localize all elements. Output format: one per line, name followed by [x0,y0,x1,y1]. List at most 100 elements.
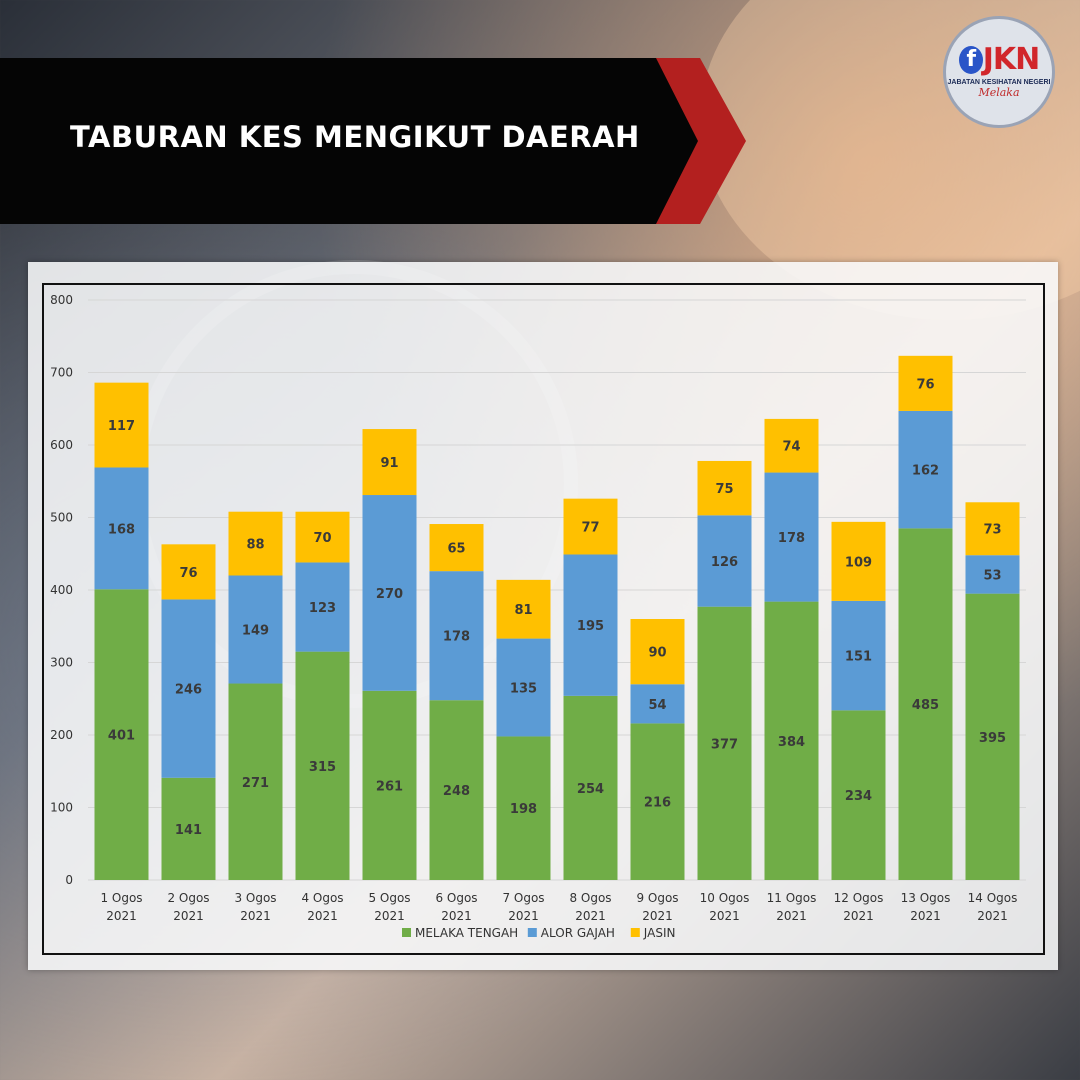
bar-segment [362,690,417,880]
legend-swatch [630,928,640,937]
data-label: 75 [715,482,733,497]
data-label: 395 [979,731,1006,746]
bar-segment [228,683,283,880]
legend-label: MELAKA TENGAH [415,926,518,940]
bar-segment [898,528,953,880]
x-tick-label: 2021 [776,909,807,923]
x-tick-label: 2021 [843,909,874,923]
bar-segment [630,619,685,685]
data-label: 254 [577,782,604,797]
bar-segment [630,684,685,724]
x-tick-label: 2021 [240,909,271,923]
chart-frame [42,283,1045,955]
bar-segment [831,710,886,880]
data-label: 248 [443,784,470,799]
bar-segment [429,700,484,880]
data-label: 149 [242,624,269,639]
logo-mark: JKN [982,42,1041,77]
data-label: 401 [108,729,135,744]
x-tick-label: 6 Ogos [435,891,477,905]
data-label: 73 [983,523,1001,538]
x-tick-label: 4 Ogos [301,891,343,905]
data-label: 90 [648,646,666,661]
data-label: 168 [108,522,135,537]
data-label: 109 [845,555,872,570]
y-tick-label: 400 [50,583,73,597]
bar-segment [228,575,283,684]
x-tick-label: 2021 [307,909,338,923]
bar-segment [94,382,149,468]
x-tick-label: 5 Ogos [368,891,410,905]
bar-segment [161,544,216,600]
bar-segment [429,571,484,701]
y-tick-label: 800 [50,293,73,307]
y-tick-label: 100 [50,801,73,815]
legend-swatch [527,928,537,937]
data-label: 271 [242,776,269,791]
x-tick-label: 1 Ogos [100,891,142,905]
data-label: 384 [778,735,805,750]
x-tick-label: 9 Ogos [636,891,678,905]
y-tick-label: 600 [50,438,73,452]
x-tick-label: 14 Ogos [968,891,1018,905]
data-label: 246 [175,683,202,698]
data-label: 81 [514,603,532,618]
data-label: 485 [912,698,939,713]
bar-segment [831,600,886,711]
y-tick-label: 0 [65,873,73,887]
bar-segment [94,467,149,590]
data-label: 198 [510,802,537,817]
x-tick-label: 10 Ogos [700,891,750,905]
bar-segment [362,495,417,691]
x-tick-label: 2021 [374,909,405,923]
bar-segment [898,410,953,529]
bar-segment [563,498,618,555]
data-label: 76 [179,566,197,581]
jkn-logo: f JKN JABATAN KESIHATAN NEGERI Melaka [943,16,1055,128]
y-tick-label: 300 [50,656,73,670]
data-label: 74 [782,440,800,455]
bar-segment [563,554,618,696]
data-label: 141 [175,823,202,838]
bar-segment [965,555,1020,594]
data-label: 315 [309,760,336,775]
data-label: 77 [581,521,599,536]
x-tick-label: 12 Ogos [834,891,884,905]
bar-segment [295,511,350,563]
x-tick-label: 2021 [575,909,606,923]
y-tick-label: 200 [50,728,73,742]
data-label: 53 [983,568,1001,583]
data-label: 70 [313,531,331,546]
bar-segment [697,460,752,516]
x-tick-label: 2021 [106,909,137,923]
x-tick-label: 3 Ogos [234,891,276,905]
bar-segment [630,723,685,880]
y-tick-label: 700 [50,366,73,380]
data-label: 54 [648,698,666,713]
data-label: 91 [380,456,398,471]
bar-segment [429,524,484,572]
data-label: 65 [447,542,465,557]
title-banner [0,58,700,224]
x-tick-label: 2021 [977,909,1008,923]
data-label: 261 [376,779,403,794]
x-tick-label: 2021 [910,909,941,923]
x-tick-label: 11 Ogos [767,891,817,905]
data-label: 178 [443,630,470,645]
bar-segment [764,418,819,473]
data-label: 162 [912,464,939,479]
legend-label: JASIN [643,926,676,940]
page-title: TABURAN KES MENGIKUT DAERAH [70,120,640,154]
x-tick-label: 2 Ogos [167,891,209,905]
data-label: 151 [845,650,872,665]
bar-segment [898,355,953,411]
legend-swatch [402,928,411,937]
x-tick-label: 8 Ogos [569,891,611,905]
bar-segment [764,472,819,602]
x-tick-label: 2021 [508,909,539,923]
data-label: 234 [845,789,872,804]
data-label: 195 [577,619,604,634]
logo-subtitle: JABATAN KESIHATAN NEGERI [947,79,1051,86]
bar-segment [697,515,752,607]
